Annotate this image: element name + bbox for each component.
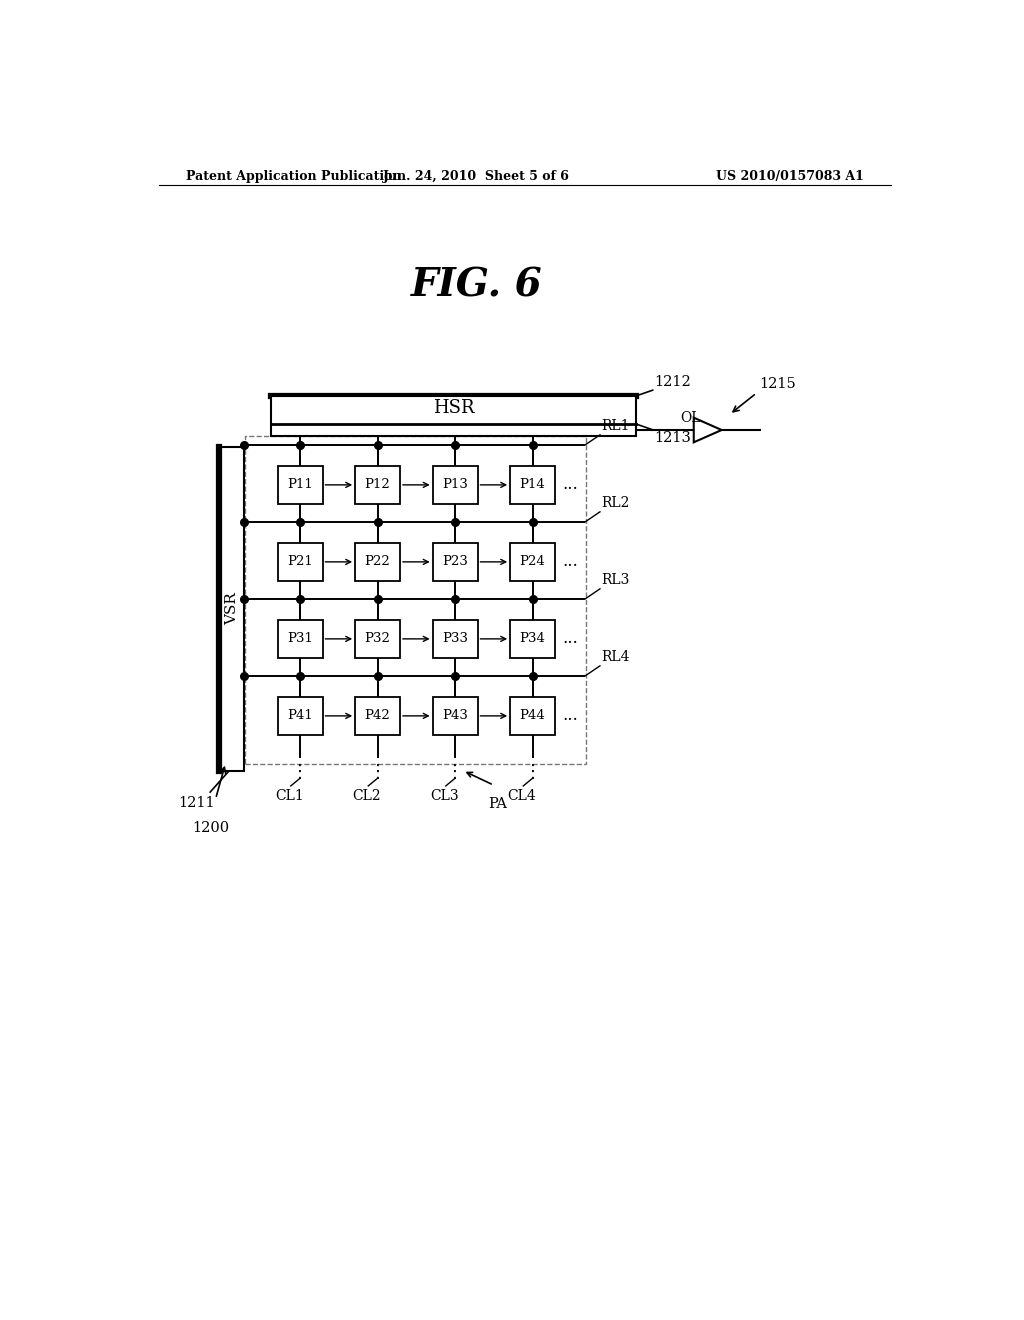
Bar xyxy=(355,697,400,735)
Text: 1212: 1212 xyxy=(654,375,691,388)
Text: ...: ... xyxy=(563,477,579,494)
Bar xyxy=(432,466,477,504)
Text: RL4: RL4 xyxy=(601,651,630,664)
Text: ...: ... xyxy=(563,553,579,570)
Text: P34: P34 xyxy=(519,632,546,645)
Text: P32: P32 xyxy=(365,632,390,645)
Bar xyxy=(219,447,245,771)
Bar xyxy=(278,543,323,581)
Text: Patent Application Publication: Patent Application Publication xyxy=(186,170,401,183)
Text: RL2: RL2 xyxy=(601,496,630,511)
Bar xyxy=(245,437,586,764)
Bar xyxy=(278,697,323,735)
Text: 1211: 1211 xyxy=(178,796,215,810)
Text: P43: P43 xyxy=(442,709,468,722)
Text: RL1: RL1 xyxy=(601,420,630,433)
Text: ...: ... xyxy=(563,708,579,725)
Text: P31: P31 xyxy=(287,632,313,645)
Bar xyxy=(355,466,400,504)
Text: FIG. 6: FIG. 6 xyxy=(411,267,543,305)
Text: PA: PA xyxy=(488,797,507,810)
Text: P41: P41 xyxy=(287,709,313,722)
Text: P44: P44 xyxy=(519,709,546,722)
Bar xyxy=(355,543,400,581)
Text: HSR: HSR xyxy=(433,400,474,417)
Text: CL3: CL3 xyxy=(430,789,459,803)
Text: CL1: CL1 xyxy=(274,789,303,803)
Text: 1215: 1215 xyxy=(759,378,796,392)
Text: ...: ... xyxy=(563,631,579,647)
Text: P33: P33 xyxy=(442,632,468,645)
Text: RL3: RL3 xyxy=(601,573,630,587)
Text: CL4: CL4 xyxy=(507,789,537,803)
Bar xyxy=(510,543,555,581)
Text: P13: P13 xyxy=(442,478,468,491)
Text: 1200: 1200 xyxy=(193,821,229,834)
Bar xyxy=(510,619,555,659)
Polygon shape xyxy=(693,417,722,442)
Text: 1213: 1213 xyxy=(654,432,691,445)
Text: CL2: CL2 xyxy=(352,789,381,803)
Bar xyxy=(432,619,477,659)
Text: P23: P23 xyxy=(442,556,468,569)
Bar xyxy=(432,543,477,581)
Text: ⋮: ⋮ xyxy=(369,763,386,781)
Text: VSR: VSR xyxy=(225,593,239,626)
Text: P42: P42 xyxy=(365,709,390,722)
Text: OL: OL xyxy=(680,411,700,425)
Text: P24: P24 xyxy=(519,556,546,569)
Bar xyxy=(355,619,400,659)
Bar xyxy=(510,697,555,735)
Bar xyxy=(278,619,323,659)
Text: P21: P21 xyxy=(287,556,313,569)
Text: Jun. 24, 2010  Sheet 5 of 6: Jun. 24, 2010 Sheet 5 of 6 xyxy=(383,170,570,183)
Bar xyxy=(271,396,636,436)
Text: US 2010/0157083 A1: US 2010/0157083 A1 xyxy=(717,170,864,183)
Text: P22: P22 xyxy=(365,556,390,569)
Text: P11: P11 xyxy=(287,478,313,491)
Bar xyxy=(278,466,323,504)
Bar xyxy=(510,466,555,504)
Text: ⋮: ⋮ xyxy=(291,763,309,781)
Text: ⋮: ⋮ xyxy=(446,763,464,781)
Text: P12: P12 xyxy=(365,478,390,491)
Bar xyxy=(432,697,477,735)
Text: P14: P14 xyxy=(519,478,546,491)
Text: ⋮: ⋮ xyxy=(523,763,542,781)
